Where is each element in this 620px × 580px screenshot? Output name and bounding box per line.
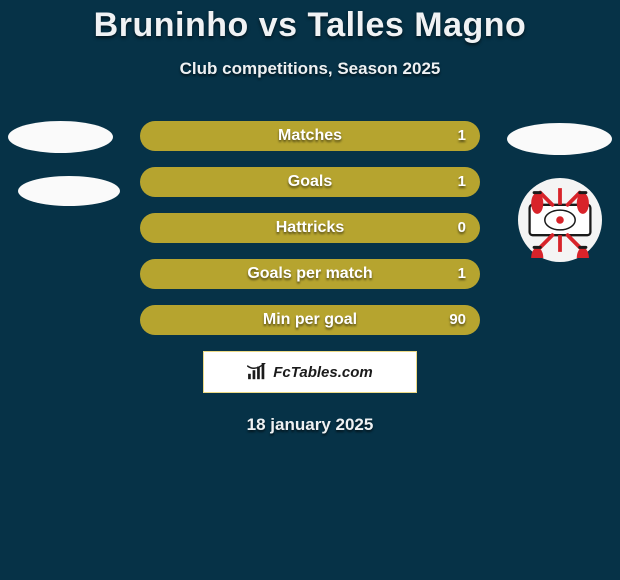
fctables-badge: FcTables.com — [203, 351, 417, 393]
stat-value-right: 1 — [458, 167, 466, 197]
stat-label: Goals per match — [140, 259, 480, 289]
stat-row: Min per goal90 — [140, 305, 480, 335]
page-title: Bruninho vs Talles Magno — [0, 0, 620, 45]
page-subtitle: Club competitions, Season 2025 — [0, 59, 620, 79]
stat-label: Hattricks — [140, 213, 480, 243]
stat-row: Matches1 — [140, 121, 480, 151]
stat-row: Hattricks0 — [140, 213, 480, 243]
right-ellipse-1 — [507, 123, 612, 155]
stat-row: Goals per match1 — [140, 259, 480, 289]
date-text: 18 january 2025 — [0, 415, 620, 435]
club-badge-right — [518, 178, 602, 262]
stat-value-right: 1 — [458, 121, 466, 151]
fctables-text: FcTables.com — [273, 364, 372, 381]
stat-row: Goals1 — [140, 167, 480, 197]
stat-label: Goals — [140, 167, 480, 197]
stat-label: Matches — [140, 121, 480, 151]
stat-value-right: 1 — [458, 259, 466, 289]
stat-label: Min per goal — [140, 305, 480, 335]
bars-icon — [247, 363, 269, 381]
stat-value-right: 90 — [449, 305, 466, 335]
left-ellipse-2 — [18, 176, 120, 206]
stat-value-right: 0 — [458, 213, 466, 243]
left-ellipse-1 — [8, 121, 113, 153]
corinthians-crest-icon — [522, 182, 598, 258]
